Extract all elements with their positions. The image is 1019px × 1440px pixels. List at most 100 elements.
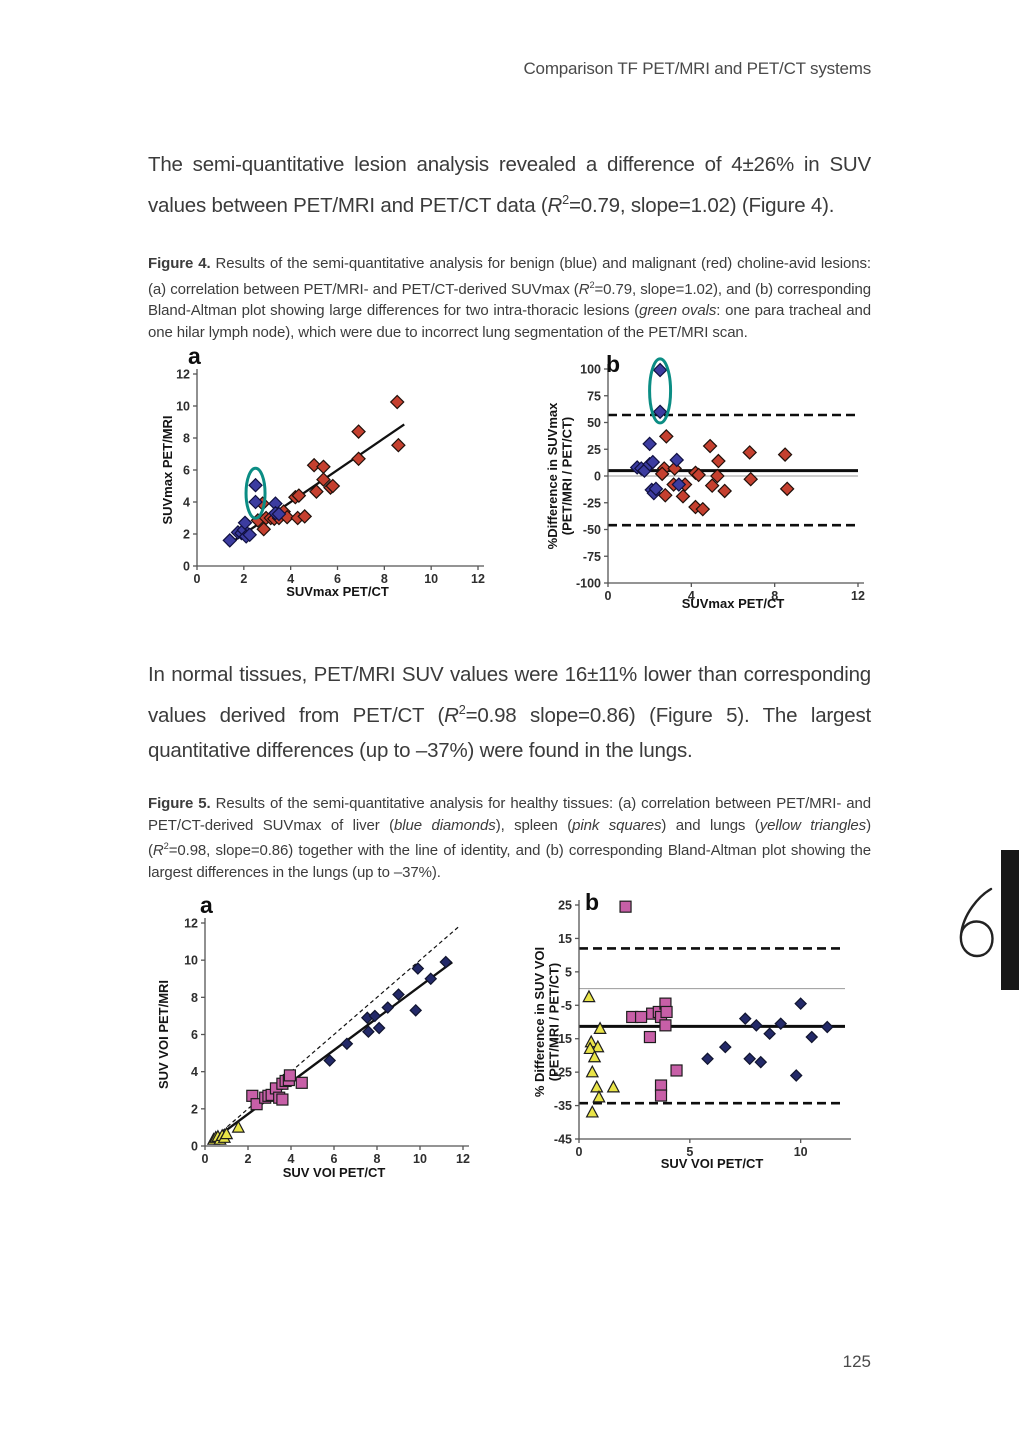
- benign-lesion-point: [642, 436, 658, 452]
- liver-point: [392, 988, 405, 1001]
- malignant-lesion-point: [654, 466, 670, 482]
- benign-lesion-point: [237, 515, 253, 531]
- svg-text:0: 0: [183, 560, 190, 574]
- liver-point: [774, 1017, 788, 1031]
- svg-text:4: 4: [688, 589, 695, 603]
- svg-text:SUV VOI PET/CT: SUV VOI PET/CT: [283, 1165, 386, 1180]
- running-header: Comparison TF PET/MRI and PET/CT systems: [523, 59, 871, 78]
- svg-text:10: 10: [184, 954, 198, 968]
- paragraph-lesion-analysis: The semi-quantitative lesion analysis re…: [148, 153, 871, 217]
- liver-point: [381, 1001, 395, 1014]
- svg-text:SUVmax PET/CT: SUVmax PET/CT: [286, 584, 389, 599]
- liver-point: [789, 1069, 803, 1082]
- liver-point: [820, 1020, 834, 1034]
- liver-point: [439, 955, 453, 969]
- lungs-point: [585, 1064, 600, 1078]
- spleen-point: [619, 900, 632, 913]
- spleen-point: [250, 1098, 263, 1111]
- malignant-lesion-point: [391, 437, 406, 453]
- benign-lesion-point: [669, 452, 685, 468]
- svg-text:-75: -75: [583, 550, 601, 564]
- spleen-point: [659, 1019, 672, 1032]
- malignant-lesion-point: [667, 461, 683, 476]
- svg-text:0: 0: [202, 1152, 209, 1166]
- svg-text:a: a: [188, 343, 201, 369]
- svg-text:-100: -100: [576, 577, 601, 591]
- svg-text:0: 0: [194, 572, 201, 586]
- malignant-lesion-point: [309, 484, 324, 499]
- benign-lesion-point: [652, 404, 668, 420]
- spleen-point: [654, 1079, 668, 1092]
- malignant-lesion-point: [316, 472, 331, 487]
- svg-text:0: 0: [605, 589, 612, 603]
- malignant-lesion-point: [316, 459, 331, 475]
- liver-point: [424, 972, 438, 986]
- liver-point: [409, 1003, 423, 1017]
- benign-lesion-point: [248, 494, 263, 510]
- svg-text:6: 6: [183, 464, 190, 478]
- malignant-lesion-point: [704, 478, 720, 493]
- lungs-point: [587, 1049, 602, 1063]
- svg-text:2: 2: [191, 1102, 198, 1116]
- svg-text:-25: -25: [554, 1066, 572, 1080]
- lungs-point: [219, 1126, 234, 1140]
- liver-point: [718, 1040, 732, 1054]
- malignant-lesion-point: [351, 451, 366, 467]
- svg-text:8: 8: [191, 991, 198, 1005]
- svg-text:%Difference in SUVmax: %Difference in SUVmax: [545, 402, 560, 549]
- svg-text:5: 5: [686, 1145, 693, 1159]
- svg-text:25: 25: [558, 899, 572, 913]
- svg-text:b: b: [606, 351, 620, 377]
- svg-text:10: 10: [424, 572, 438, 586]
- malignant-lesion-point: [675, 488, 691, 504]
- svg-text:6: 6: [331, 1152, 338, 1166]
- svg-text:a: a: [200, 892, 213, 918]
- liver-point: [701, 1052, 714, 1066]
- svg-text:12: 12: [456, 1152, 470, 1166]
- malignant-lesion-point: [389, 394, 405, 410]
- svg-text:15: 15: [558, 932, 572, 946]
- malignant-lesion-point: [702, 438, 718, 454]
- svg-text:(PET/MRI / PET/CT): (PET/MRI / PET/CT): [560, 417, 575, 535]
- svg-text:0: 0: [594, 470, 601, 484]
- malignant-lesion-point: [691, 467, 706, 483]
- malignant-lesion-point: [710, 468, 725, 484]
- benign-lesion-point: [652, 362, 668, 378]
- chapter-tab-bar: [1001, 850, 1019, 990]
- benign-lesion-point: [671, 477, 687, 492]
- svg-text:12: 12: [184, 917, 198, 931]
- spleen-point: [295, 1076, 308, 1089]
- svg-text:12: 12: [176, 368, 190, 382]
- svg-text:-5: -5: [561, 999, 572, 1013]
- benign-lesion-point: [242, 527, 258, 543]
- svg-text:0: 0: [576, 1145, 583, 1159]
- svg-text:50: 50: [587, 416, 601, 430]
- spleen-point: [643, 1030, 657, 1044]
- malignant-lesion-point: [291, 488, 307, 503]
- svg-text:2: 2: [183, 528, 190, 542]
- liver-point: [743, 1052, 757, 1066]
- svg-text:5: 5: [565, 965, 572, 979]
- svg-text:-25: -25: [583, 496, 601, 510]
- lungs-point: [606, 1079, 621, 1093]
- svg-text:-50: -50: [583, 523, 601, 537]
- chapter-number-glyph: [959, 887, 994, 958]
- svg-text:SUVmax PET/MRI: SUVmax PET/MRI: [160, 415, 175, 524]
- svg-text:b: b: [585, 889, 599, 915]
- figure4-caption: Figure 4. Results of the semi-quantitati…: [148, 255, 872, 341]
- liver-point: [749, 1018, 763, 1032]
- lungs-point: [583, 1041, 597, 1055]
- svg-text:% Difference in SUV VOI: % Difference in SUV VOI: [532, 947, 547, 1097]
- highlight-oval: [648, 357, 673, 425]
- highlight-oval: [244, 466, 267, 520]
- svg-text:SUV VOI PET/CT: SUV VOI PET/CT: [661, 1156, 764, 1171]
- liver-point: [805, 1030, 819, 1044]
- svg-text:2: 2: [245, 1152, 252, 1166]
- svg-text:100: 100: [580, 363, 601, 377]
- liver-point: [362, 1025, 375, 1039]
- spleen-point: [276, 1093, 289, 1106]
- svg-text:12: 12: [471, 572, 485, 586]
- spleen-point: [634, 1010, 648, 1024]
- benign-lesion-point: [271, 506, 287, 522]
- lungs-point: [593, 1021, 607, 1034]
